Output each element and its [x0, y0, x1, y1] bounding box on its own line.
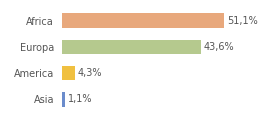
Text: 51,1%: 51,1%: [227, 16, 258, 26]
Bar: [62, 40, 200, 54]
Text: 4,3%: 4,3%: [78, 68, 102, 78]
Bar: [62, 92, 65, 107]
Bar: [62, 13, 224, 28]
Bar: [62, 66, 75, 80]
Text: 1,1%: 1,1%: [68, 94, 92, 104]
Text: 43,6%: 43,6%: [203, 42, 234, 52]
